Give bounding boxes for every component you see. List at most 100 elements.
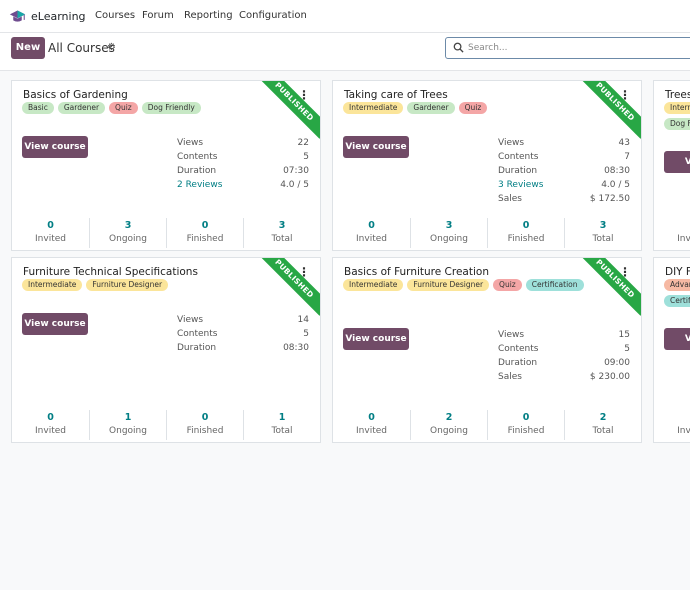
invited-label: Invited	[35, 426, 66, 436]
course-title[interactable]: Basics of Gardening	[23, 89, 128, 101]
stat-value-sales: $ 230.00	[589, 372, 630, 382]
finished-label: Finished	[507, 426, 545, 436]
footer-ongoing[interactable]: 2 Ongoing	[410, 410, 487, 440]
course-card[interactable]: PUBLISHED Furniture Technical Specificat…	[11, 257, 321, 443]
stat-label-duration: Duration	[177, 166, 217, 176]
tag: Furniture Designer	[407, 279, 490, 291]
stat-label-sales: Sales	[498, 372, 522, 382]
course-card-partial[interactable]: DIY F Advan Certifi View Inv	[653, 257, 690, 443]
invited-count: 0	[368, 220, 375, 231]
course-card[interactable]: PUBLISHED Basics of Gardening ⋮ Basic Ga…	[11, 80, 321, 251]
stat-value-duration: 09:00	[604, 358, 630, 368]
view-course-button[interactable]: View course	[22, 136, 88, 158]
course-title[interactable]: Furniture Technical Specifications	[23, 266, 198, 278]
tag: Furniture Designer	[86, 279, 169, 291]
card-footer: 0 Invited 2 Ongoing 0 Finished 2 Total	[333, 410, 641, 440]
menu-reporting[interactable]: Reporting	[184, 10, 233, 21]
new-button[interactable]: New	[11, 37, 45, 59]
invited-label: Inv	[677, 234, 690, 244]
tag: Quiz	[493, 279, 522, 291]
invited-label: Invited	[35, 234, 66, 244]
course-card[interactable]: PUBLISHED Taking care of Trees ⋮ Interme…	[332, 80, 642, 251]
footer-invited[interactable]: Inv	[654, 218, 690, 248]
footer-invited[interactable]: 0 Invited	[12, 218, 89, 248]
footer-total[interactable]: 1 Total	[243, 410, 320, 440]
card-menu-icon[interactable]: ⋮	[619, 88, 631, 102]
card-menu-icon[interactable]: ⋮	[298, 265, 310, 279]
footer-total[interactable]: 3 Total	[564, 218, 641, 248]
card-footer: 0 Invited 1 Ongoing 0 Finished 1 Total	[12, 410, 320, 440]
tag: Basic	[22, 102, 54, 114]
course-title[interactable]: Basics of Furniture Creation	[344, 266, 489, 278]
search-icon	[453, 42, 464, 53]
footer-ongoing[interactable]: 3 Ongoing	[410, 218, 487, 248]
footer-finished[interactable]: 0 Finished	[487, 218, 564, 248]
ongoing-label: Ongoing	[430, 426, 468, 436]
tag: Certification	[525, 279, 584, 291]
gear-icon[interactable]: ⚙	[107, 42, 116, 53]
menu-configuration[interactable]: Configuration	[239, 10, 307, 21]
search-input[interactable]	[468, 39, 688, 57]
stat-label-views: Views	[498, 330, 525, 340]
stat-label-sales: Sales	[498, 194, 522, 204]
finished-label: Finished	[186, 234, 224, 244]
invited-label: Invited	[356, 234, 387, 244]
view-course-button[interactable]: View course	[343, 136, 409, 158]
stat-value-views: 14	[297, 315, 309, 325]
footer-invited[interactable]: Inv	[654, 410, 690, 440]
search-box[interactable]	[445, 37, 690, 59]
course-card-partial[interactable]: Trees, Intern Dog F View Inv	[653, 80, 690, 251]
tag: Certifi	[664, 295, 690, 307]
view-course-button[interactable]: View course	[343, 328, 409, 350]
card-menu-icon[interactable]: ⋮	[619, 265, 631, 279]
footer-total[interactable]: 3 Total	[243, 218, 320, 248]
tag: Intermediate	[22, 279, 83, 291]
footer-finished[interactable]: 0 Finished	[487, 410, 564, 440]
invited-label: Inv	[677, 426, 690, 436]
card-footer: Inv	[654, 218, 690, 248]
course-title[interactable]: Taking care of Trees	[344, 89, 448, 101]
footer-finished[interactable]: 0 Finished	[166, 218, 243, 248]
course-title[interactable]: DIY F	[665, 266, 690, 278]
card-footer: 0 Invited 3 Ongoing 0 Finished 3 Total	[333, 218, 641, 248]
view-course-button[interactable]: View course	[22, 313, 88, 335]
finished-count: 0	[522, 220, 530, 231]
course-tags: Advan Certifi	[664, 279, 690, 307]
total-count: 1	[278, 412, 286, 423]
graduation-cap-icon[interactable]	[9, 8, 26, 25]
tag: Quiz	[458, 102, 488, 114]
footer-invited[interactable]: 0 Invited	[12, 410, 89, 440]
course-card[interactable]: PUBLISHED Basics of Furniture Creation ⋮…	[332, 257, 642, 443]
ongoing-count: 2	[445, 412, 453, 423]
tag: Dog Friendly	[141, 102, 201, 114]
total-label: Total	[271, 234, 293, 244]
stat-label-duration: Duration	[498, 166, 538, 176]
stat-value-duration: 08:30	[604, 166, 630, 176]
footer-ongoing[interactable]: 3 Ongoing	[89, 218, 166, 248]
course-tags: Intern Dog F	[664, 102, 690, 130]
total-label: Total	[271, 426, 293, 436]
footer-invited[interactable]: 0 Invited	[333, 410, 410, 440]
view-course-button[interactable]: View	[664, 328, 690, 350]
ongoing-label: Ongoing	[109, 426, 147, 436]
reviews-link[interactable]: 3 Reviews	[498, 180, 544, 190]
card-footer: Inv	[654, 410, 690, 440]
course-tags: Basic Gardener Quiz Dog Friendly	[22, 102, 310, 114]
app-name[interactable]: eLearning	[31, 10, 86, 23]
stat-label-contents: Contents	[177, 152, 218, 162]
footer-total[interactable]: 2 Total	[564, 410, 641, 440]
view-course-button[interactable]: View	[664, 151, 690, 173]
menu-courses[interactable]: Courses	[95, 10, 136, 21]
tag: Quiz	[109, 102, 138, 114]
footer-invited[interactable]: 0 Invited	[333, 218, 410, 248]
finished-count: 0	[522, 412, 530, 423]
footer-finished[interactable]: 0 Finished	[166, 410, 243, 440]
card-menu-icon[interactable]: ⋮	[298, 88, 310, 102]
reviews-link[interactable]: 2 Reviews	[177, 180, 223, 190]
menu-forum[interactable]: Forum	[142, 10, 174, 21]
top-navbar: eLearning Courses Forum Reporting Config…	[0, 0, 690, 33]
breadcrumb: All Courses	[48, 41, 115, 55]
course-title[interactable]: Trees,	[665, 89, 690, 101]
stat-value-contents: 5	[624, 344, 630, 354]
footer-ongoing[interactable]: 1 Ongoing	[89, 410, 166, 440]
